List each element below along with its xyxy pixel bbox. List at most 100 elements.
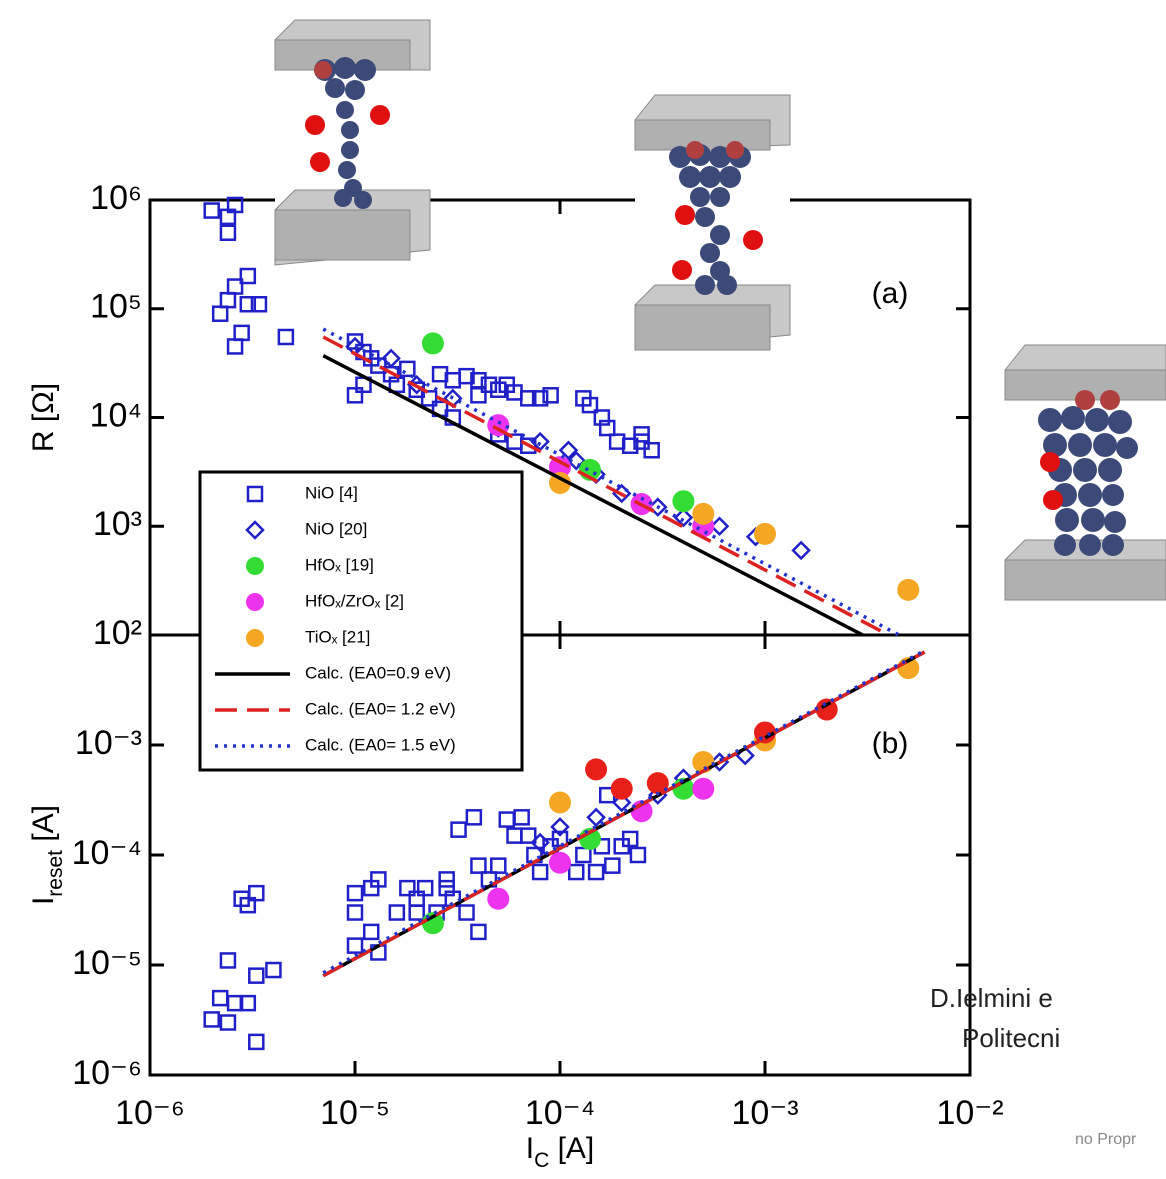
y-tick-label: 10⁻⁵ — [72, 944, 142, 982]
y-axis-label-part: reset — [44, 850, 67, 897]
point — [438, 871, 455, 888]
point — [549, 791, 571, 814]
x-axis-label-part: [A] — [549, 1132, 594, 1165]
point — [490, 857, 507, 874]
point — [346, 904, 364, 921]
legend-label: HfOₓ/ZrOₓ [2] — [305, 591, 404, 610]
legend-label: Calc. (EA0=0.9 eV) — [305, 663, 451, 682]
point — [381, 348, 401, 369]
point — [211, 989, 229, 1007]
point — [531, 863, 549, 881]
fit-line — [322, 335, 890, 637]
point — [643, 441, 660, 459]
point — [408, 904, 425, 921]
point — [610, 777, 633, 800]
point — [585, 758, 608, 781]
point — [604, 857, 621, 874]
point — [531, 390, 549, 407]
point — [480, 376, 498, 394]
x-tick-label: 10⁻⁴ — [525, 1094, 595, 1132]
point — [239, 994, 257, 1012]
y-tick-label: 10⁵ — [90, 288, 142, 326]
point — [621, 437, 639, 454]
y-tick-label: 10² — [93, 614, 142, 652]
point — [265, 961, 282, 979]
x-axis-label: IC [A] — [526, 1132, 595, 1172]
point — [226, 278, 244, 295]
point — [362, 923, 380, 941]
y-axis-label: R [Ω] — [27, 383, 60, 452]
point — [551, 830, 569, 848]
legend-swatch — [246, 593, 264, 611]
point — [598, 419, 616, 437]
point — [465, 809, 483, 826]
point — [458, 904, 475, 921]
x-axis-label-part: C — [534, 1149, 549, 1172]
point — [581, 396, 599, 414]
point — [519, 390, 537, 407]
point — [575, 846, 592, 864]
filament-inset — [1004, 340, 1166, 605]
point — [346, 884, 364, 902]
point — [226, 196, 244, 214]
x-tick-label: 10⁻⁵ — [320, 1094, 390, 1132]
y-axis-label-part: R [Ω] — [27, 383, 60, 452]
point — [709, 516, 730, 537]
point — [815, 698, 838, 721]
legend-label: Calc. (EA0= 1.5 eV) — [305, 735, 456, 754]
point — [388, 904, 406, 921]
point — [566, 451, 586, 471]
point — [490, 381, 507, 398]
point — [226, 338, 244, 355]
point — [239, 267, 257, 285]
point — [519, 827, 537, 844]
point — [239, 896, 257, 914]
legend-label: TiOₓ [21] — [305, 627, 370, 646]
point — [248, 967, 265, 984]
point — [692, 777, 715, 800]
point — [549, 851, 571, 874]
y-tick-label: 10⁻³ — [75, 724, 142, 762]
point — [458, 367, 475, 385]
point — [450, 821, 467, 838]
legend-swatch — [246, 557, 264, 575]
point — [692, 502, 715, 525]
fit-line — [322, 354, 864, 637]
point — [421, 332, 444, 355]
point — [530, 832, 550, 853]
point — [226, 994, 244, 1012]
point — [219, 1014, 237, 1031]
point — [399, 879, 416, 897]
legend-box — [198, 470, 524, 772]
filament-inset — [634, 94, 791, 355]
point — [549, 456, 571, 479]
y-tick-label: 10⁻⁴ — [72, 834, 142, 872]
fit-line — [322, 649, 926, 975]
point — [567, 863, 585, 881]
point — [586, 807, 606, 828]
point — [248, 1033, 265, 1051]
point — [672, 490, 695, 513]
fit-line — [322, 650, 926, 978]
point — [219, 291, 237, 309]
filament-illustrations — [274, 10, 1166, 605]
point — [239, 295, 257, 313]
panel-label: (a) — [872, 277, 909, 310]
y-tick-label: 10⁶ — [90, 179, 142, 217]
point — [558, 440, 579, 461]
point — [219, 952, 237, 969]
point — [250, 295, 268, 313]
point — [487, 887, 510, 910]
legend-swatch — [245, 520, 265, 540]
y-axis-label: Ireset [A] — [27, 805, 67, 905]
fit-line — [322, 327, 900, 637]
plot-area: 10² 10³ 10⁴ 10⁵ 10⁶ R [Ω] (a) 10⁻⁶ 10⁻⁵ 10⁻⁴ 10⁻³ 1… — [27, 179, 1004, 1172]
point — [248, 884, 265, 902]
point — [277, 328, 295, 346]
point — [754, 522, 776, 545]
credit-text: no Propr — [1075, 1131, 1137, 1148]
point — [470, 857, 487, 874]
point — [646, 772, 669, 795]
credit-text: Politecni — [962, 1023, 1060, 1053]
